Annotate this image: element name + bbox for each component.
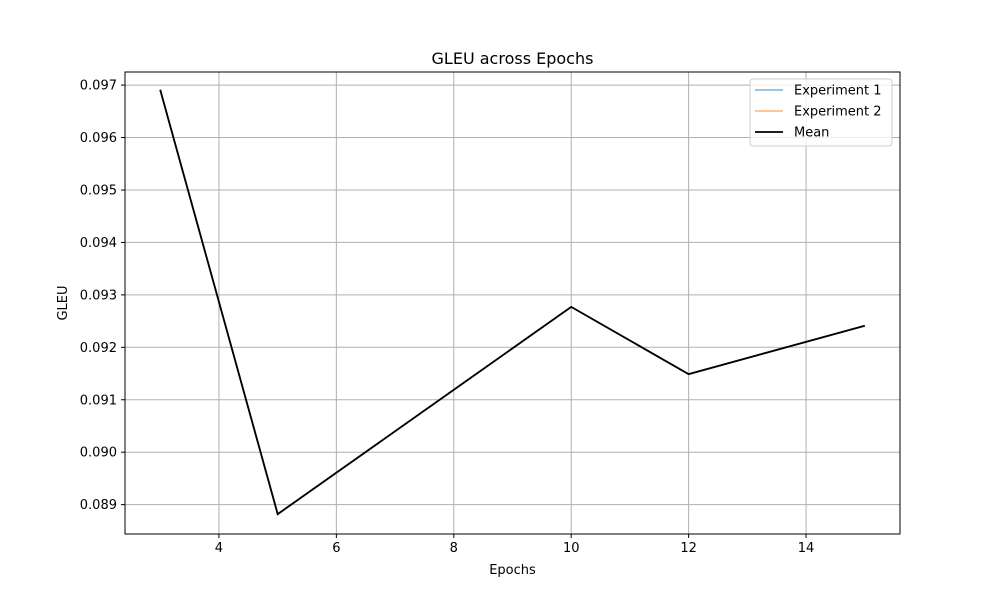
series-lines	[159, 89, 866, 516]
x-tick-label: 4	[215, 541, 223, 556]
legend-label: Experiment 1	[794, 84, 882, 99]
y-tick-label: 0.093	[80, 288, 117, 303]
x-tick-label: 12	[680, 541, 697, 556]
series-line-mean	[159, 89, 866, 516]
legend-label: Experiment 2	[794, 105, 882, 120]
y-tick-label: 0.089	[80, 498, 117, 513]
x-tick-label: 10	[563, 541, 580, 556]
y-tick-label: 0.090	[80, 446, 117, 461]
legend-box	[749, 78, 893, 147]
y-tick-label: 0.097	[80, 79, 117, 94]
x-tick-label: 8	[450, 541, 458, 556]
plot-frame	[124, 71, 901, 535]
x-tick-label: 14	[798, 541, 815, 556]
legend: Experiment 1 Experiment 2 Mean	[749, 78, 893, 147]
x-tick-label: 6	[332, 541, 340, 556]
y-tick-label: 0.094	[80, 236, 117, 251]
y-tick-label: 0.095	[80, 183, 117, 198]
y-axis-title: GLEU	[56, 285, 71, 320]
y-tick-label: 0.092	[80, 341, 117, 356]
y-tick-label: 0.091	[80, 393, 117, 408]
y-tick-label: 0.096	[80, 131, 117, 146]
chart-title: GLEU across Epochs	[432, 49, 594, 68]
x-axis-title: Epochs	[489, 563, 536, 578]
ticks: 4 6 8 10 12 14 0.089 0.090 0.091 0.092 0.093 0.094 0…	[80, 79, 815, 556]
legend-label: Mean	[794, 126, 829, 141]
